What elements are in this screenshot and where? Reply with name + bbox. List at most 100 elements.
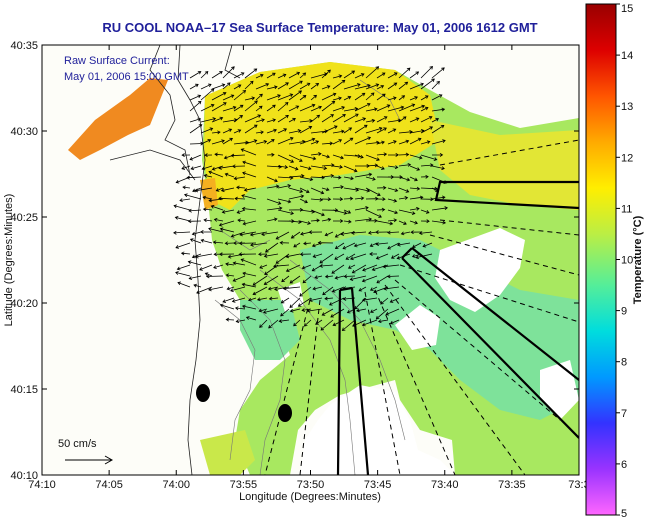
current-vector	[189, 100, 202, 112]
y-tick-label: 40:15	[10, 384, 38, 396]
current-vector	[268, 296, 279, 301]
current-vector	[220, 187, 235, 193]
current-vector	[324, 231, 334, 237]
current-vector	[244, 139, 258, 145]
current-vector	[415, 253, 433, 260]
current-vector	[266, 118, 276, 123]
current-vector	[299, 154, 317, 161]
current-vector	[390, 253, 400, 259]
colorbar-tick-label: 14	[621, 50, 633, 62]
current-vector	[299, 82, 311, 90]
current-vector	[222, 128, 233, 134]
current-vector	[332, 114, 346, 123]
current-vector	[277, 115, 289, 123]
current-vector	[409, 195, 424, 200]
current-vector	[302, 275, 312, 284]
current-vector	[190, 165, 202, 171]
current-vector	[369, 242, 378, 247]
current-vector	[375, 308, 389, 320]
current-vector	[420, 116, 433, 123]
current-vector	[321, 187, 330, 192]
sst-patch-south	[200, 430, 255, 475]
current-vector	[354, 187, 371, 193]
current-vector	[343, 196, 354, 201]
current-vector	[371, 264, 389, 272]
current-vector	[420, 140, 431, 145]
current-vector	[324, 296, 334, 301]
x-tick-label: 73:55	[230, 479, 258, 491]
current-vector	[179, 198, 191, 203]
current-vector	[189, 83, 199, 90]
current-vector	[420, 209, 430, 214]
current-vector	[321, 154, 331, 159]
sst-patch-warm-small	[200, 178, 218, 210]
current-vector	[321, 173, 335, 178]
current-vector	[376, 140, 385, 145]
current-vector	[299, 137, 316, 145]
current-vector	[409, 176, 418, 182]
current-vector	[343, 127, 353, 134]
current-vector	[181, 153, 191, 157]
current-vector	[189, 238, 202, 244]
current-vector	[232, 261, 246, 266]
current-vector	[334, 242, 345, 250]
current-vector	[181, 165, 191, 170]
sst-ocean-cool-2	[240, 300, 300, 360]
current-vector	[376, 85, 385, 90]
current-vector	[370, 308, 378, 313]
current-vector	[376, 165, 385, 170]
current-vector	[332, 79, 346, 90]
current-vector	[249, 231, 268, 237]
lane-south	[336, 286, 370, 475]
current-vector	[420, 106, 429, 112]
current-vector	[376, 116, 388, 123]
current-vector	[226, 286, 235, 291]
current-vector	[310, 129, 329, 134]
current-vector	[431, 152, 444, 157]
current-vector	[377, 319, 389, 324]
current-vector	[409, 117, 420, 123]
current-vector	[202, 207, 213, 212]
current-vector	[400, 231, 411, 236]
current-vector	[203, 173, 213, 178]
current-vector	[255, 83, 270, 90]
colorbar-tick-label: 5	[621, 508, 627, 519]
x-tick-label: 73:45	[364, 479, 392, 491]
current-vector	[398, 187, 410, 193]
current-vector	[343, 165, 358, 173]
current-vector	[242, 220, 257, 226]
colorbar-tick-label: 7	[621, 408, 627, 420]
current-vector	[343, 70, 356, 79]
current-vector	[365, 92, 375, 101]
current-vector	[354, 103, 371, 112]
current-vector	[365, 118, 376, 123]
current-vector	[431, 67, 445, 79]
current-vector	[387, 72, 398, 79]
current-vector	[299, 95, 307, 101]
current-vector	[376, 220, 394, 226]
current-vector	[431, 206, 449, 211]
current-vector	[200, 88, 215, 101]
current-vector	[189, 71, 202, 79]
current-vector	[293, 242, 301, 248]
current-vector	[321, 92, 337, 101]
current-vector	[244, 114, 262, 123]
x-axis-ticks: 74:10 74:05 74:00 73:55 73:50 73:45 73:40 73:35…	[28, 45, 590, 491]
current-vector	[310, 187, 325, 195]
current-vector	[240, 258, 257, 266]
current-vectors	[173, 65, 449, 331]
current-vector	[266, 164, 283, 169]
current-vector	[277, 209, 295, 215]
current-vector	[345, 253, 356, 260]
current-vector	[247, 297, 257, 302]
y-tick-label: 40:35	[10, 40, 38, 52]
current-vector	[422, 242, 433, 248]
current-vector	[233, 104, 244, 112]
current-vector	[280, 308, 290, 317]
current-vector	[354, 136, 372, 145]
current-vector	[233, 90, 247, 101]
current-vector	[231, 297, 246, 303]
current-vector	[281, 275, 290, 283]
current-vector	[279, 240, 290, 245]
current-vector	[343, 274, 356, 279]
